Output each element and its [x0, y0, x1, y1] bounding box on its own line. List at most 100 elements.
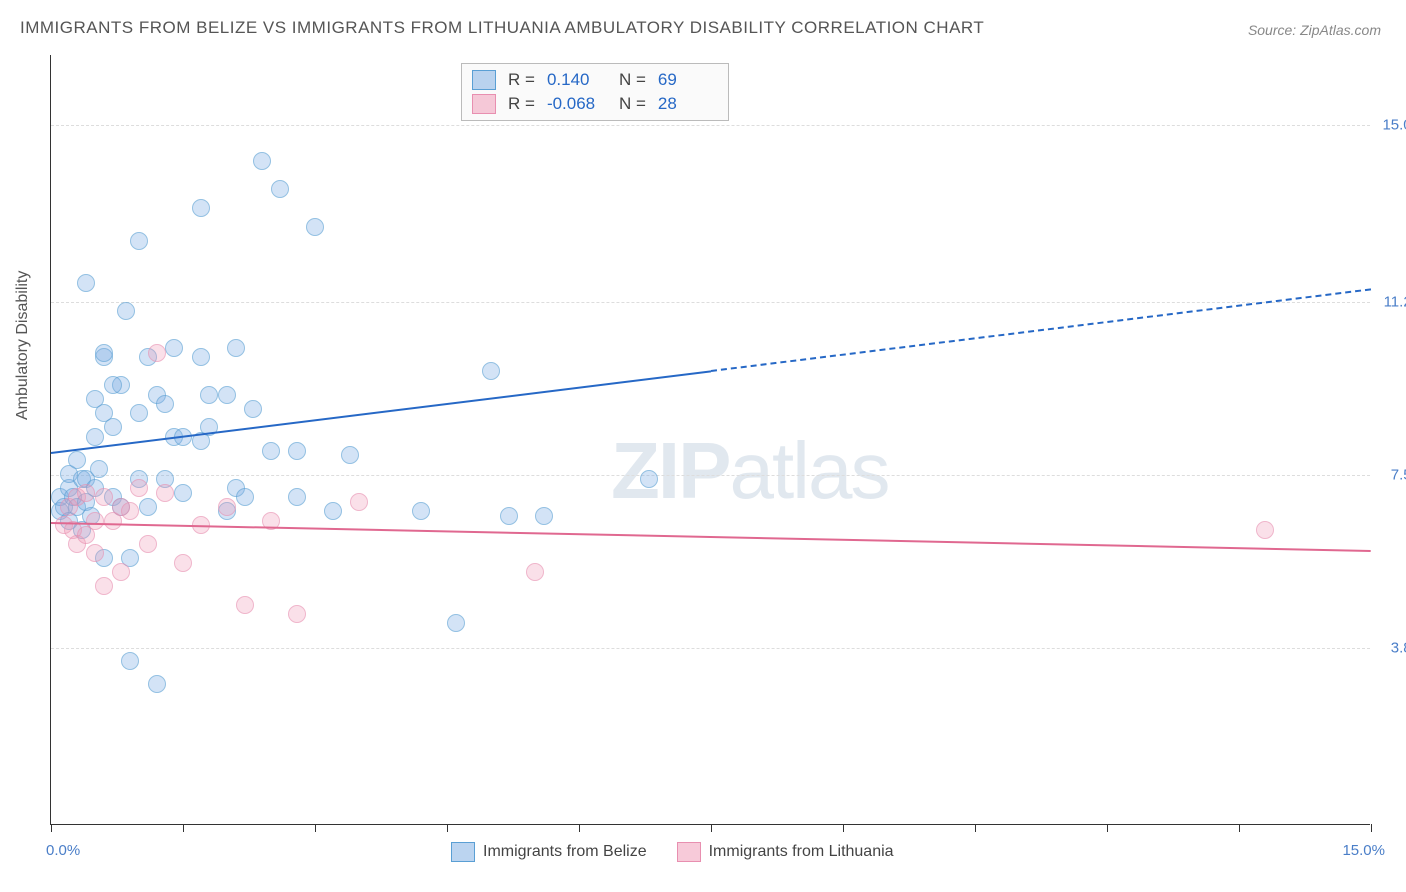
data-point: [156, 395, 174, 413]
data-point: [77, 484, 95, 502]
data-point: [148, 675, 166, 693]
data-point: [192, 199, 210, 217]
x-tick: [183, 824, 184, 832]
x-tick: [579, 824, 580, 832]
y-tick-label: 3.8%: [1391, 639, 1406, 656]
data-point: [218, 386, 236, 404]
r-value: -0.068: [547, 94, 607, 114]
x-axis-max-label: 15.0%: [1342, 842, 1385, 859]
data-point: [412, 502, 430, 520]
data-point: [104, 376, 122, 394]
data-point: [236, 488, 254, 506]
data-point: [77, 274, 95, 292]
data-point: [482, 362, 500, 380]
data-point: [121, 652, 139, 670]
data-point: [117, 302, 135, 320]
y-tick-label: 15.0%: [1382, 117, 1406, 134]
data-point: [1256, 521, 1274, 539]
data-point: [68, 451, 86, 469]
legend-item-belize: Immigrants from Belize: [451, 842, 647, 862]
data-point: [90, 460, 108, 478]
data-point: [253, 152, 271, 170]
x-tick: [843, 824, 844, 832]
data-point: [130, 479, 148, 497]
x-tick: [975, 824, 976, 832]
y-axis-label: Ambulatory Disability: [14, 271, 32, 420]
data-point: [640, 470, 658, 488]
data-point: [236, 596, 254, 614]
x-tick: [711, 824, 712, 832]
n-label: N =: [619, 94, 646, 114]
data-point: [156, 484, 174, 502]
data-point: [350, 493, 368, 511]
data-point: [447, 614, 465, 632]
data-point: [324, 502, 342, 520]
data-point: [95, 404, 113, 422]
data-point: [288, 442, 306, 460]
data-point: [526, 563, 544, 581]
data-point: [535, 507, 553, 525]
data-point: [288, 605, 306, 623]
trend-line: [51, 370, 711, 454]
chart-title: IMMIGRANTS FROM BELIZE VS IMMIGRANTS FRO…: [20, 18, 984, 38]
swatch-icon: [472, 70, 496, 90]
data-point: [174, 554, 192, 572]
data-point: [86, 428, 104, 446]
gridline: [51, 475, 1370, 476]
y-tick-label: 7.5%: [1391, 467, 1406, 484]
r-label: R =: [508, 70, 535, 90]
n-label: N =: [619, 70, 646, 90]
data-point: [86, 544, 104, 562]
source-attribution: Source: ZipAtlas.com: [1248, 22, 1381, 38]
data-point: [244, 400, 262, 418]
r-label: R =: [508, 94, 535, 114]
data-point: [112, 563, 130, 581]
x-tick: [315, 824, 316, 832]
trend-line: [51, 522, 1371, 552]
swatch-icon: [451, 842, 475, 862]
x-tick: [1239, 824, 1240, 832]
legend-label: Immigrants from Belize: [483, 843, 647, 861]
data-point: [200, 386, 218, 404]
data-point: [227, 339, 245, 357]
x-tick: [447, 824, 448, 832]
trend-line: [711, 288, 1371, 372]
data-point: [165, 339, 183, 357]
y-tick-label: 11.2%: [1384, 294, 1406, 311]
data-point: [174, 484, 192, 502]
data-point: [148, 344, 166, 362]
swatch-icon: [677, 842, 701, 862]
correlation-legend: R = 0.140 N = 69 R = -0.068 N = 28: [461, 63, 729, 121]
data-point: [95, 344, 113, 362]
legend-row-belize: R = 0.140 N = 69: [472, 68, 718, 92]
gridline: [51, 302, 1370, 303]
data-point: [130, 232, 148, 250]
data-point: [192, 348, 210, 366]
x-tick: [1107, 824, 1108, 832]
gridline: [51, 125, 1370, 126]
gridline: [51, 648, 1370, 649]
data-point: [288, 488, 306, 506]
x-tick: [1371, 824, 1372, 832]
x-tick: [51, 824, 52, 832]
data-point: [95, 488, 113, 506]
swatch-icon: [472, 94, 496, 114]
data-point: [262, 442, 280, 460]
legend-row-lithuania: R = -0.068 N = 28: [472, 92, 718, 116]
data-point: [139, 498, 157, 516]
data-point: [86, 512, 104, 530]
data-point: [271, 180, 289, 198]
data-point: [341, 446, 359, 464]
n-value: 69: [658, 70, 718, 90]
legend-label: Immigrants from Lithuania: [709, 843, 894, 861]
legend-item-lithuania: Immigrants from Lithuania: [677, 842, 894, 862]
data-point: [95, 577, 113, 595]
data-point: [130, 404, 148, 422]
data-point: [218, 498, 236, 516]
chart-plot-area: ZIPatlas R = 0.140 N = 69 R = -0.068 N =…: [50, 55, 1370, 825]
x-axis-min-label: 0.0%: [46, 842, 80, 859]
r-value: 0.140: [547, 70, 607, 90]
n-value: 28: [658, 94, 718, 114]
data-point: [500, 507, 518, 525]
data-point: [139, 535, 157, 553]
